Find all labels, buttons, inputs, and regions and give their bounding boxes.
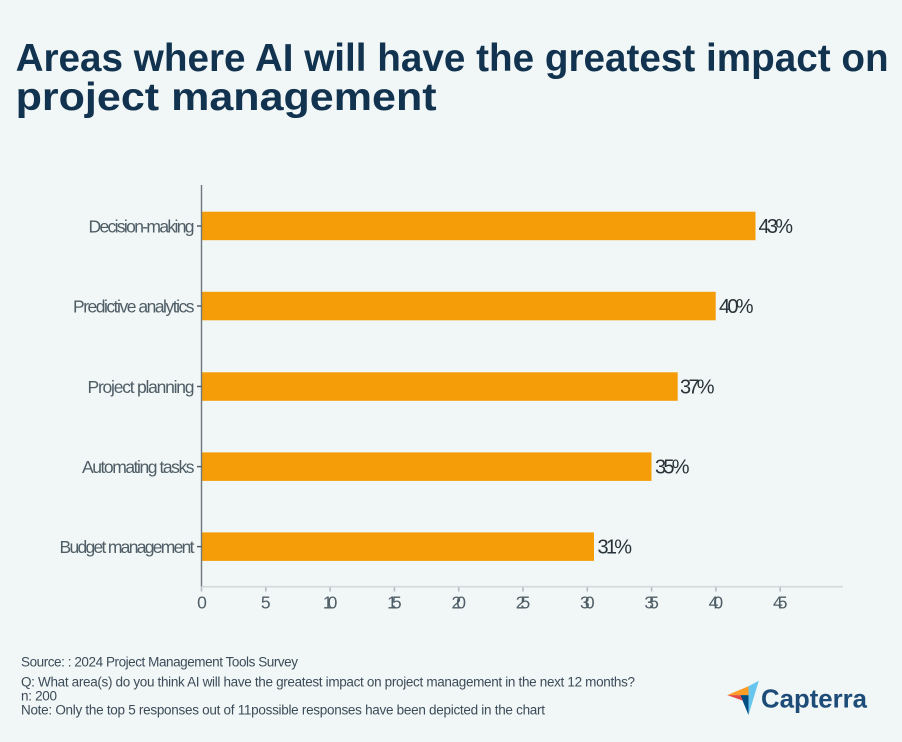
svg-text:10: 10 — [323, 593, 338, 613]
svg-text:0: 0 — [197, 593, 207, 613]
svg-text:43%: 43% — [759, 216, 794, 238]
svg-text:Budget management: Budget management — [60, 537, 195, 557]
svg-text:n: 200: n: 200 — [21, 689, 57, 704]
svg-text:project management: project management — [16, 76, 437, 119]
svg-text:Note: Only the top 5 responses: Note: Only the top 5 responses out of 11… — [21, 703, 545, 718]
svg-text:Q: What area(s) do you think A: Q: What area(s) do you think AI will hav… — [21, 675, 635, 690]
svg-text:5: 5 — [261, 593, 271, 613]
svg-text:30: 30 — [580, 593, 595, 613]
svg-text:Source: : 2024 Project Managem: Source: : 2024 Project Management Tools … — [21, 655, 298, 670]
svg-text:Predictive analytics: Predictive analytics — [73, 297, 195, 317]
svg-text:Automating tasks: Automating tasks — [82, 457, 195, 477]
svg-text:Capterra: Capterra — [761, 684, 868, 714]
svg-text:25: 25 — [516, 593, 531, 613]
svg-text:37%: 37% — [680, 377, 715, 399]
svg-text:45: 45 — [773, 593, 788, 613]
svg-text:20: 20 — [451, 593, 466, 613]
svg-text:15: 15 — [387, 593, 402, 613]
svg-text:40%: 40% — [719, 296, 754, 318]
svg-text:40: 40 — [709, 593, 724, 613]
svg-text:31%: 31% — [598, 537, 633, 559]
svg-text:35%: 35% — [655, 457, 690, 479]
svg-text:35: 35 — [644, 593, 659, 613]
svg-text:Areas where AI will have the g: Areas where AI will have the greatest im… — [16, 37, 889, 80]
svg-text:Project planning: Project planning — [88, 377, 195, 397]
svg-text:Decision-making: Decision-making — [89, 217, 195, 237]
